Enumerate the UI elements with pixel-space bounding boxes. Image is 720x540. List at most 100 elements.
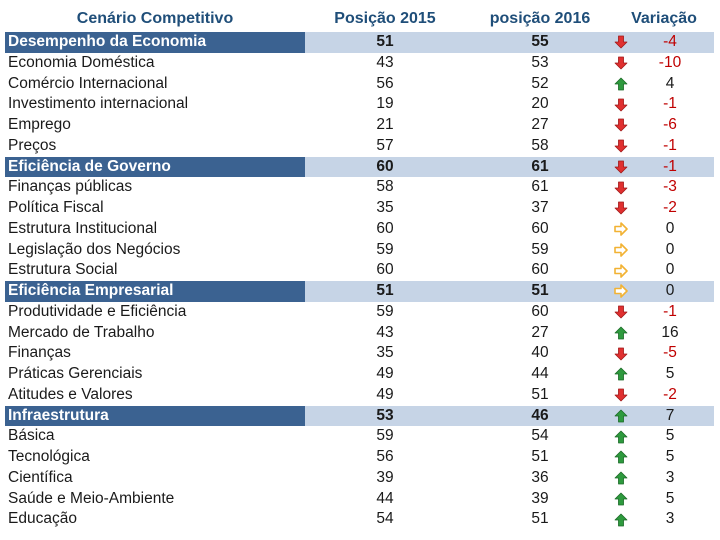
row-name: Científica [8,468,73,486]
variation-value: -1 [663,136,677,154]
position-2016: 60 [531,302,549,320]
position-2015: 19 [376,95,394,113]
variation-value: -2 [663,385,677,403]
variation-value: -10 [658,53,682,71]
header-name: Cenário Competitivo [76,10,234,27]
header-2016: posição 2016 [489,10,591,27]
row-name: Atitudes e Valores [8,385,133,403]
table-row: Produtividade e Eficiência 59 60 -1 [5,302,714,323]
position-2015: 51 [376,33,394,50]
arrow-down-icon [612,343,630,364]
row-name: Práticas Gerenciais [8,365,143,382]
position-2015: 35 [376,344,394,362]
arrow-right-icon [612,281,630,302]
position-2015: 60 [376,157,394,175]
arrow-up-icon [612,323,630,344]
row-name: Investimento internacional [8,95,189,113]
position-2016: 60 [531,261,549,279]
row-name: Tecnológica [8,448,90,465]
variation-value: 5 [665,427,675,445]
table-row: Tecnológica 56 51 5 [5,447,714,468]
position-2015: 60 [376,261,394,279]
arrow-right-icon [612,219,630,240]
table-row: Práticas Gerenciais 49 44 5 [5,364,714,385]
arrow-up-icon [612,509,630,530]
position-2015: 56 [376,74,394,92]
position-2016: 55 [531,33,549,50]
section-name: Desempenho da Economia [5,32,305,53]
arrow-down-icon [612,198,630,219]
position-2016: 53 [531,53,549,71]
arrow-up-icon [612,489,630,510]
position-2015: 49 [376,385,394,403]
variation-value: -5 [663,344,677,362]
table-row: Mercado de Trabalho 43 27 16 [5,323,714,344]
variation-value: 5 [665,489,675,507]
row-name: Legislação dos Negócios [8,240,181,258]
position-2015: 59 [376,240,394,258]
section-name: Infraestrutura [5,405,305,427]
variation-value: 0 [665,219,675,237]
variation-value: -1 [663,157,677,175]
table-row: Preços 57 58 -1 [5,136,714,157]
position-2016: 61 [531,178,549,196]
position-2016: 37 [531,199,549,216]
position-2015: 21 [376,116,394,133]
section-name: Eficiência Empresarial [5,281,305,302]
table-row: Estrutura Institucional 60 60 0 [5,219,714,240]
arrow-down-icon [612,32,630,53]
table-header: Cenário Competitivo Posição 2015 posição… [5,6,714,32]
variation-value: -1 [663,95,677,113]
arrow-down-icon [612,136,630,157]
position-2016: 36 [531,468,549,486]
variation-value: -4 [663,33,677,50]
row-name: Preços [8,136,57,154]
position-2016: 58 [531,136,549,154]
arrow-down-icon [612,115,630,136]
arrow-up-icon [612,468,630,489]
position-2016: 27 [531,116,549,133]
position-2015: 49 [376,365,394,382]
row-name: Política Fiscal [8,199,104,216]
arrow-down-icon [612,53,630,74]
arrow-right-icon [612,260,630,281]
variation-value: -1 [663,302,677,320]
table-row: Finanças 35 40 -5 [5,343,714,364]
row-name: Saúde e Meio-Ambiente [8,489,175,507]
variation-value: 16 [661,323,679,341]
table-body: Desempenho da Economia 51 55 -4 Economia Dom… [5,32,714,530]
table-row: Investimento internacional 19 20 -1 [5,94,714,115]
section-row: Infraestrutura 53 46 7 [5,405,714,427]
variation-value: 3 [665,510,675,528]
row-name: Comércio Internacional [8,74,168,92]
position-2016: 54 [531,427,549,445]
table-row: Política Fiscal 35 37 -2 [5,198,714,219]
position-2015: 60 [376,219,394,237]
table-row: Legislação dos Negócios 59 59 0 [5,240,714,261]
table-row: Científica 39 36 3 [5,468,714,489]
variation-value: 4 [665,74,675,92]
table-row: Estrutura Social 60 60 0 [5,260,714,281]
position-2015: 43 [376,323,394,341]
arrow-down-icon [612,302,630,323]
variation-value: 3 [665,468,675,486]
position-2015: 39 [376,468,394,486]
arrow-down-icon [612,385,630,406]
row-name: Emprego [8,116,71,133]
arrow-up-icon [612,426,630,447]
position-2016: 20 [531,95,549,113]
section-row: Eficiência Empresarial 51 51 0 [5,281,714,302]
row-name: Finanças [8,344,71,362]
variation-value: -6 [663,116,677,133]
table-row: Comércio Internacional 56 52 4 [5,74,714,95]
position-2015: 59 [376,427,394,445]
arrow-right-icon [612,240,630,261]
variation-value: 5 [665,365,675,382]
variation-value: 0 [665,282,675,299]
row-name: Produtividade e Eficiência [8,302,187,320]
variation-value: 0 [665,240,675,258]
position-2015: 44 [376,489,394,507]
arrow-up-icon [612,447,630,468]
row-name: Mercado de Trabalho [8,323,155,341]
position-2016: 61 [531,157,549,175]
